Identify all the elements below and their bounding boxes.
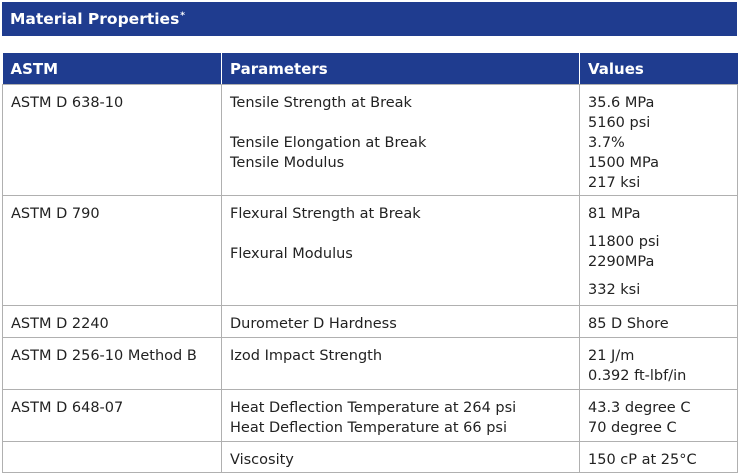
value-item: 70 degree C	[588, 420, 677, 436]
value-item: 35.6 MPa	[588, 95, 655, 111]
value-item: 81 MPa	[588, 206, 641, 222]
parameter-item: Tensile Elongation at Break	[230, 135, 427, 151]
parameter-item: Heat Deflection Temperature at 264 psi	[230, 400, 517, 416]
value-item: 11800 psi	[588, 234, 660, 250]
parameters-cell: Flexural Strength at Break Flexural Modu…	[221, 195, 580, 306]
parameters-cell: Durometer D Hardness	[221, 305, 580, 338]
value-item: 5160 psi	[588, 115, 651, 131]
table-row: ASTM D 638-10 Tensile Strength at Break …	[2, 84, 738, 196]
section-title: Material Properties	[10, 10, 180, 28]
parameters-cell: Heat Deflection Temperature at 264 psi H…	[221, 389, 580, 442]
parameter-item: Flexural Strength at Break	[230, 206, 421, 222]
astm-cell	[2, 441, 222, 473]
table-header-row: ASTM Parameters Values	[2, 53, 738, 85]
parameter-item: Izod Impact Strength	[230, 348, 383, 364]
value-item: 21 J/m	[588, 348, 635, 364]
parameter-item: Tensile Strength at Break	[230, 95, 412, 111]
astm-cell: ASTM D 256-10 Method B	[2, 337, 222, 390]
parameter-item: Flexural Modulus	[230, 246, 353, 262]
table-row: ASTM D 2240 Durometer D Hardness 85 D Sh…	[2, 305, 738, 338]
table-row: ASTM D 790 Flexural Strength at Break Fl…	[2, 195, 738, 306]
values-cell: 150 cP at 25°C	[579, 441, 738, 473]
value-item: 0.392 ft-lbf/in	[588, 368, 687, 384]
parameter-item: Viscosity	[230, 452, 294, 468]
value-item: 217 ksi	[588, 175, 641, 191]
title-footnote-mark: *	[180, 11, 186, 21]
values-cell: 35.6 MPa 5160 psi 3.7% 1500 MPa 217 ksi	[579, 84, 738, 196]
values-cell: 21 J/m 0.392 ft-lbf/in	[579, 337, 738, 390]
value-item: 150 cP at 25°C	[588, 452, 697, 468]
parameter-item: Tensile Modulus	[230, 155, 345, 171]
table-row: Viscosity 150 cP at 25°C	[2, 441, 738, 473]
material-properties-table: ASTM Parameters Values ASTM D 638-10 Ten…	[2, 53, 738, 473]
parameter-item: Heat Deflection Temperature at 66 psi	[230, 420, 507, 436]
table-row: ASTM D 256-10 Method B Izod Impact Stren…	[2, 337, 738, 390]
value-item: 43.3 degree C	[588, 400, 691, 416]
astm-cell: ASTM D 2240	[2, 305, 222, 338]
value-item: 2290MPa	[588, 254, 655, 270]
table-row: ASTM D 648-07 Heat Deflection Temperatur…	[2, 389, 738, 442]
header-parameters: Parameters	[221, 53, 580, 85]
values-cell: 43.3 degree C 70 degree C	[579, 389, 738, 442]
values-cell: 81 MPa 11800 psi 2290MPa 332 ksi	[579, 195, 738, 306]
value-item: 85 D Shore	[588, 316, 669, 332]
astm-cell: ASTM D 648-07	[2, 389, 222, 442]
header-astm: ASTM	[2, 53, 222, 85]
astm-cell: ASTM D 638-10	[2, 84, 222, 196]
parameters-cell: Izod Impact Strength	[221, 337, 580, 390]
section-title-bar: Material Properties*	[2, 2, 737, 36]
values-cell: 85 D Shore	[579, 305, 738, 338]
value-item: 332 ksi	[588, 282, 641, 298]
astm-cell: ASTM D 790	[2, 195, 222, 306]
parameters-cell: Viscosity	[221, 441, 580, 473]
value-item: 3.7%	[588, 135, 625, 151]
value-item: 1500 MPa	[588, 155, 659, 171]
parameters-cell: Tensile Strength at Break Tensile Elonga…	[221, 84, 580, 196]
header-values: Values	[579, 53, 738, 85]
parameter-item: Durometer D Hardness	[230, 316, 397, 332]
